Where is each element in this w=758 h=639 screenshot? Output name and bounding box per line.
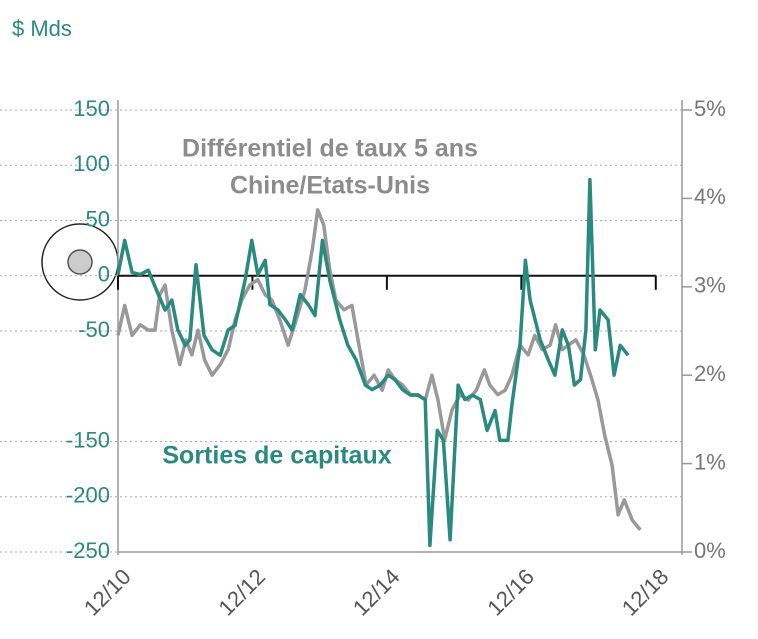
y2-tick-label: 4%: [694, 184, 726, 209]
annotation: Chine/Etats-Unis: [230, 172, 430, 200]
y2-tick-label: 3%: [694, 273, 726, 298]
x-tick-label: 12/12: [213, 564, 270, 621]
y-axis-label: $ Mds: [12, 16, 72, 41]
y2-tick-label: 1%: [694, 449, 726, 474]
data-line: [116, 208, 642, 532]
x-tick-label: 12/10: [79, 564, 136, 621]
y-tick-label: -250: [66, 538, 110, 563]
y-tick-label: 50: [86, 206, 110, 231]
y-tick-label: -200: [66, 483, 110, 508]
annotation: Sorties de capitaux: [162, 442, 391, 470]
data-line: [116, 177, 630, 548]
lens-dot: [67, 249, 93, 275]
y2-tick-label: 0%: [694, 538, 726, 563]
y-tick-label: -150: [66, 427, 110, 452]
y-tick-label: 100: [73, 151, 110, 176]
y2-tick-label: 5%: [694, 96, 726, 121]
x-tick-label: 12/14: [348, 564, 405, 621]
y-tick-label: 150: [73, 96, 110, 121]
y-tick-label: 0: [98, 262, 110, 287]
annotation: Différentiel de taux 5 ans: [182, 135, 478, 163]
y2-tick-label: 2%: [694, 361, 726, 386]
y-tick-label: -50: [78, 317, 110, 342]
x-tick-label: 12/18: [617, 564, 674, 621]
x-tick-label: 12/16: [482, 564, 539, 621]
